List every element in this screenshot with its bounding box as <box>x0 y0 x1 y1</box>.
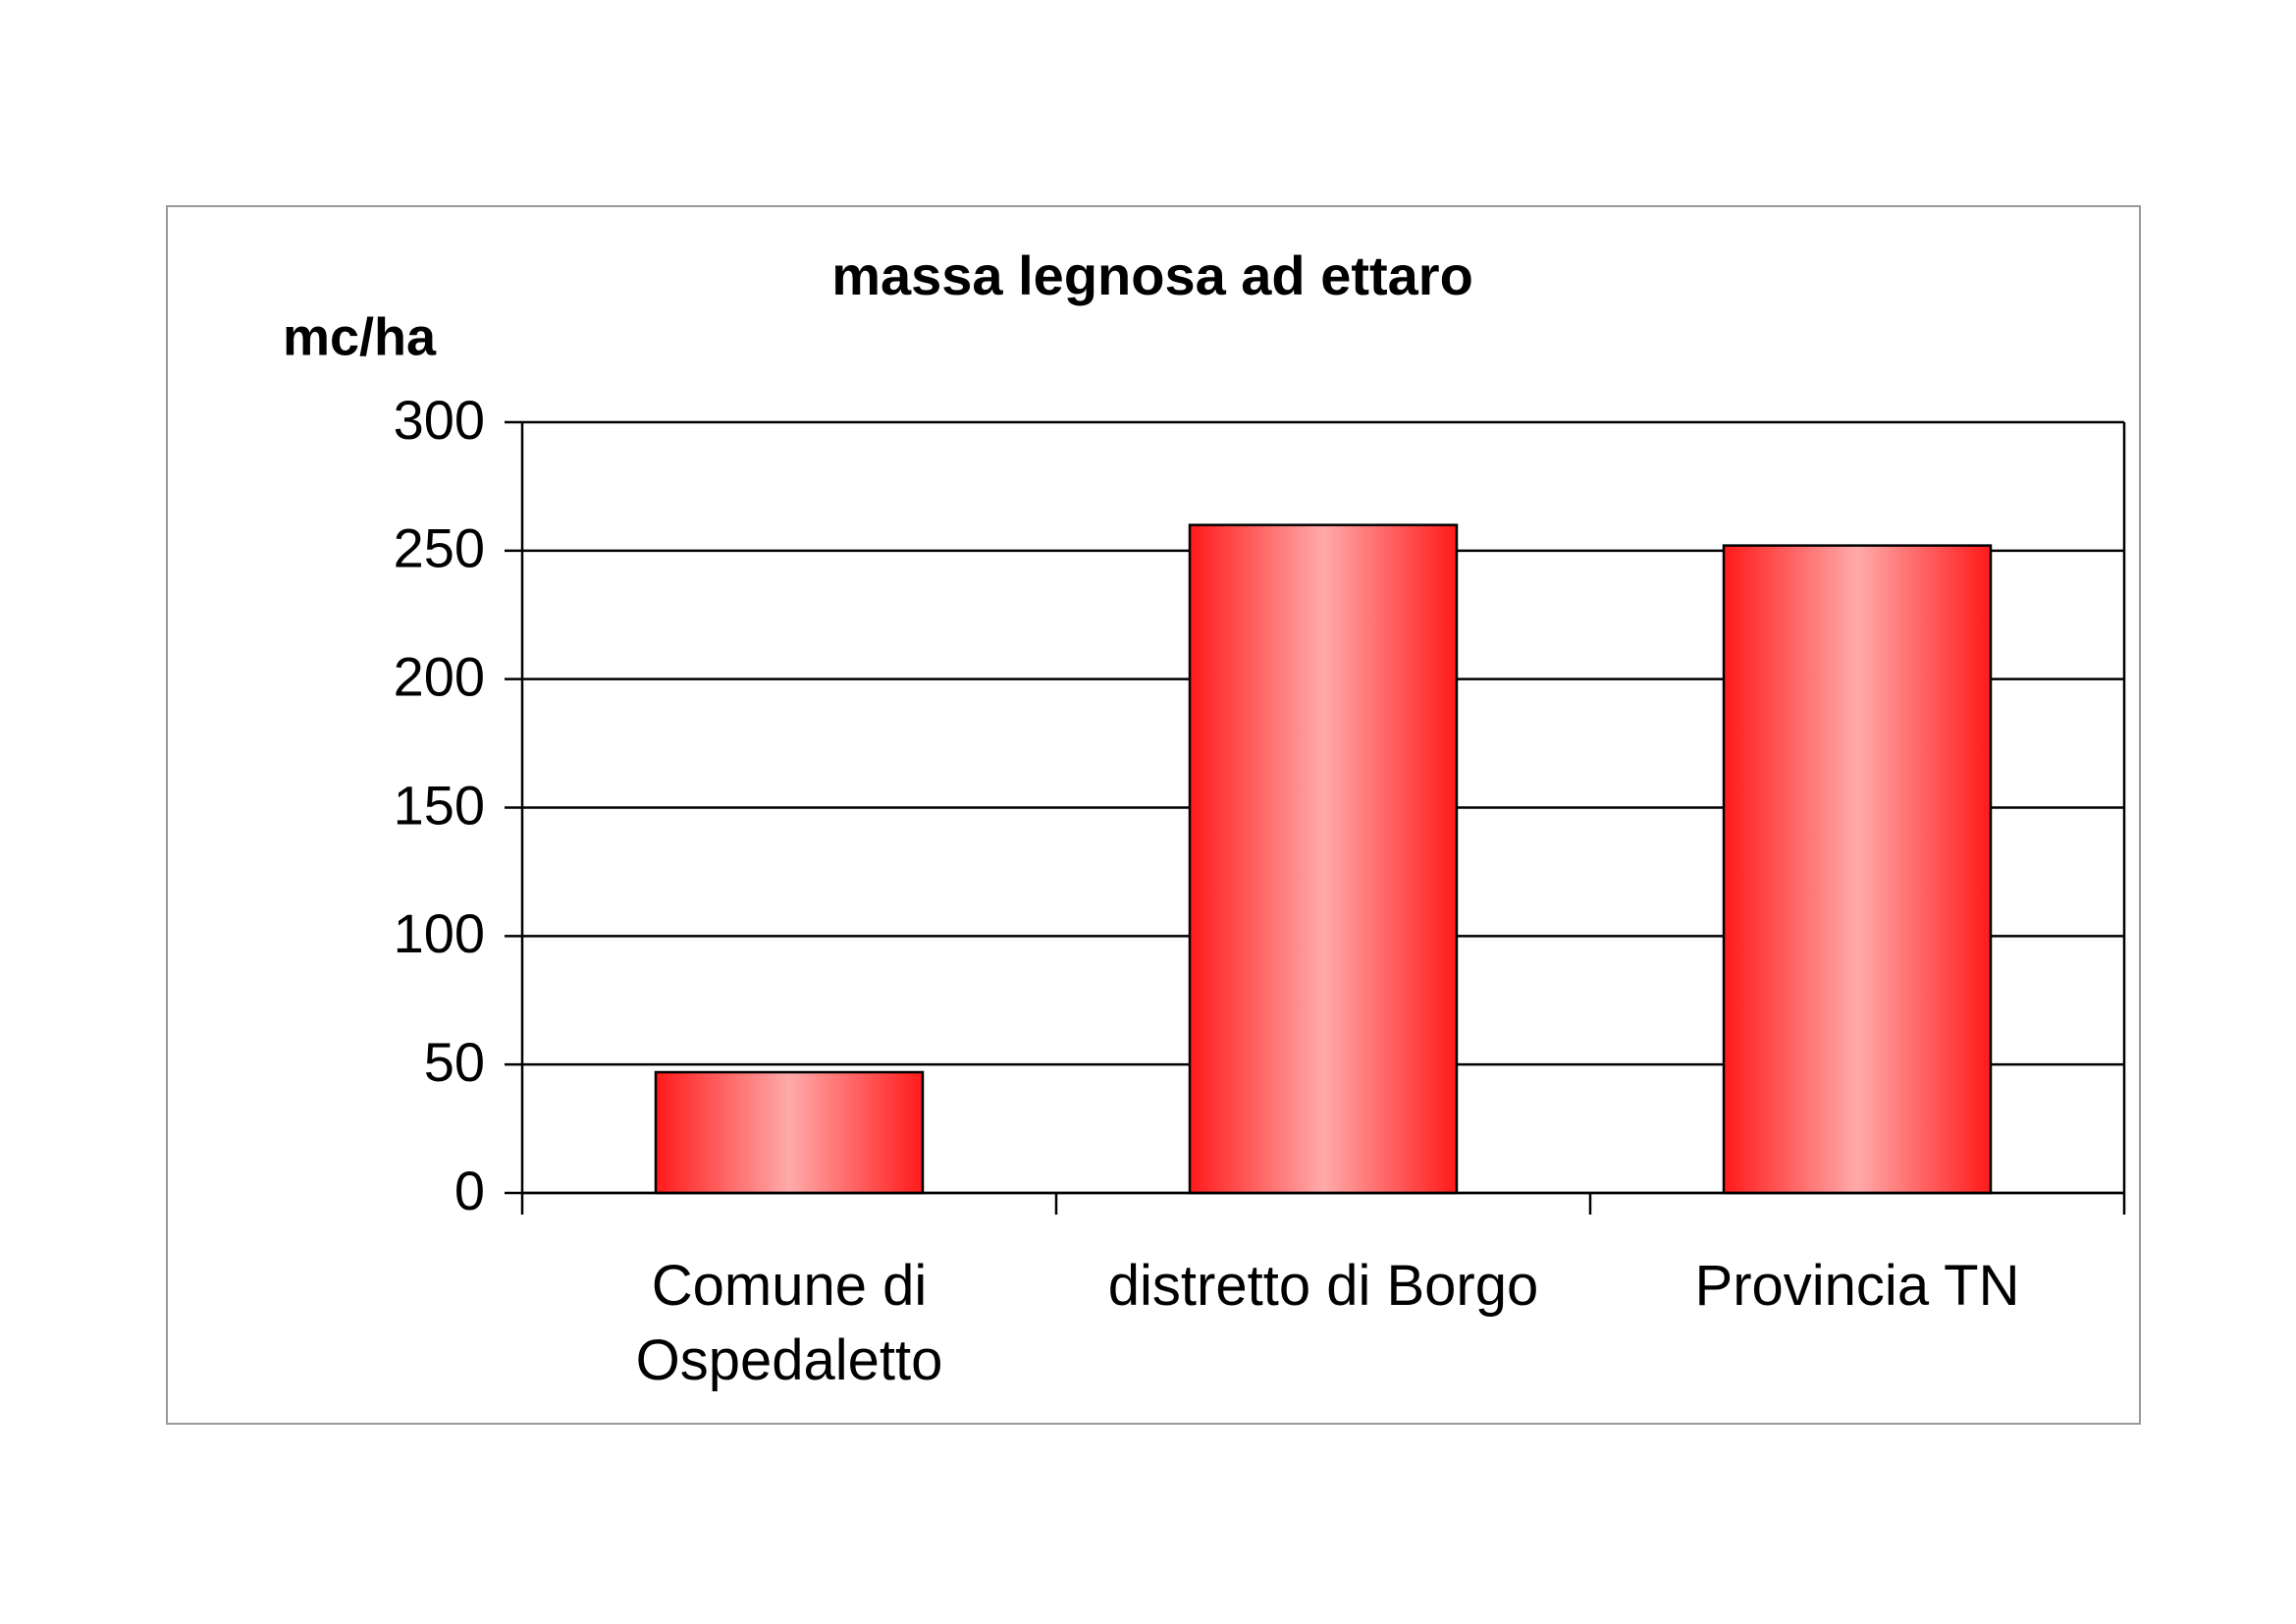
y-tick-label: 0 <box>454 1160 485 1221</box>
x-tick-label: distretto di Borgo <box>1107 1254 1539 1318</box>
bar <box>654 1070 925 1195</box>
y-tick-label: 50 <box>424 1031 485 1093</box>
bar <box>1188 523 1459 1195</box>
chart-title: massa legnosa ad ettaro <box>831 244 1473 306</box>
y-tick-label: 100 <box>394 902 485 964</box>
y-tick-label: 200 <box>394 645 485 707</box>
bar <box>1722 544 1993 1195</box>
x-tick-label: Comune di Ospedaletto <box>635 1254 943 1392</box>
y-tick-label: 300 <box>394 389 485 451</box>
x-tick-label: Provincia TN <box>1694 1254 2020 1318</box>
y-tick-label: 150 <box>394 774 485 836</box>
y-axis-label: mc/ha <box>283 307 437 366</box>
y-tick-label: 250 <box>394 517 485 579</box>
